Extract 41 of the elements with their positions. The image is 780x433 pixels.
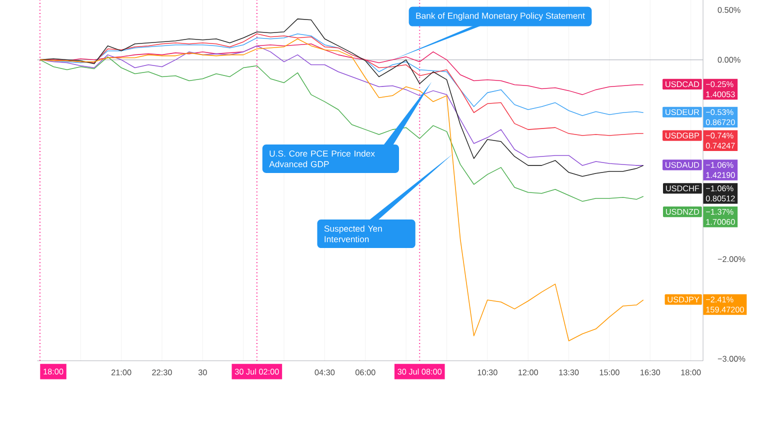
text: −1.37% (706, 208, 734, 215)
text: USDCHF (666, 186, 700, 192)
x-tick-label: 16:30 (640, 370, 660, 376)
text: 1.40053 (706, 91, 735, 98)
ref-line-label: 30 Jul 02:00 (234, 368, 279, 375)
text: −2.41% (706, 296, 734, 302)
ref-line-label: 30 Jul 08:00 (398, 368, 442, 375)
x-tick-label: 04:30 (314, 370, 335, 376)
x-tick-label: 10:30 (478, 370, 498, 376)
x-tick-label: 12:00 (518, 370, 538, 376)
x-tick-label: 18:00 (681, 370, 701, 376)
text: 0.74247 (706, 142, 735, 149)
text: USDAUD (666, 162, 700, 168)
x-tick-label: 21:00 (111, 370, 132, 376)
text: 1.42190 (706, 172, 735, 178)
y-tick-label: −2.00% (718, 256, 746, 262)
annotation: U.S. Core PCE Price Index Advanced GDP (269, 150, 375, 168)
text: USDGBP (666, 132, 700, 138)
x-tick-label: 06:00 (355, 370, 376, 376)
text: 0.86720 (706, 119, 735, 126)
text: USDJPY (668, 296, 700, 302)
x-tick-label: 15:00 (600, 370, 620, 376)
text: 159.47200 (706, 306, 744, 313)
y-tick-label: 0.50% (718, 7, 740, 13)
text: −1.06% (706, 162, 734, 168)
text: −0.74% (706, 132, 734, 138)
annotation: Suspected Yen Intervention (324, 225, 382, 242)
text: −0.53% (706, 109, 734, 116)
text: USDCAD (666, 81, 700, 88)
annotation: Bank of England Monetary Policy Statement (416, 12, 585, 21)
text: 1.70060 (706, 219, 735, 225)
y-tick-label: 0.00% (718, 56, 740, 63)
text: −1.06% (706, 186, 734, 192)
text: 0.80512 (706, 196, 735, 202)
text: USDEUR (666, 109, 700, 116)
x-tick-label: 30 (198, 370, 207, 376)
text: USDNZD (666, 208, 700, 215)
x-tick-label: 22:30 (152, 370, 172, 376)
x-tick-label: 13:30 (559, 370, 579, 376)
y-tick-label: −3.00% (718, 356, 746, 362)
text: −0.25% (706, 81, 734, 88)
